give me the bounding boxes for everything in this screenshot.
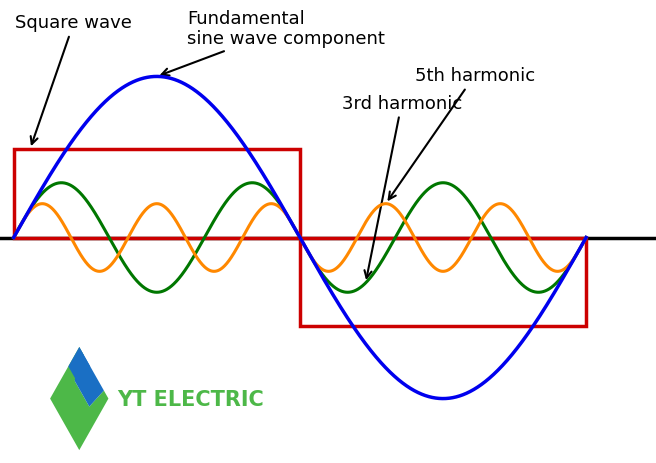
Text: 3rd harmonic: 3rd harmonic [342,94,462,278]
Bar [14,150,300,238]
Polygon shape [75,347,108,407]
Text: Fundamental
sine wave component: Fundamental sine wave component [161,10,384,76]
Text: Square wave: Square wave [16,14,133,145]
Polygon shape [50,347,108,450]
Polygon shape [68,347,91,386]
Text: YT ELECTRIC: YT ELECTRIC [117,389,264,409]
Bar [300,238,586,326]
Text: 5th harmonic: 5th harmonic [388,67,535,200]
